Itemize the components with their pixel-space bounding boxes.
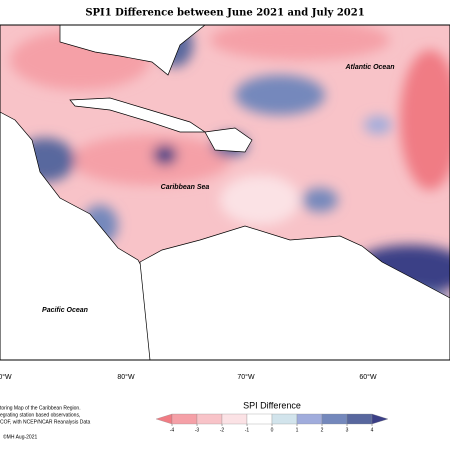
colorbar-tick-label: 3	[346, 427, 349, 433]
colorbar-extend	[371, 413, 389, 425]
colorbar-segment	[246, 413, 273, 425]
land	[0, 25, 450, 360]
legend-title: SPI Difference	[243, 400, 301, 410]
colorbar-segment	[321, 413, 348, 425]
footnote: toring Map of the Caribbean Region.	[0, 405, 81, 411]
colorbar-segment	[271, 413, 298, 425]
colorbar-segment	[346, 413, 373, 425]
lon-label: 0°W	[0, 373, 12, 381]
sea-label: Caribbean Sea	[161, 184, 210, 191]
colorbar-segment	[171, 413, 198, 425]
colorbar-tick-label: -3	[195, 427, 200, 433]
colorbar-extend	[155, 413, 173, 425]
colorbar-tick-label: 2	[321, 427, 324, 433]
colorbar-tick-label: -4	[170, 427, 175, 433]
colorbar-segment	[196, 413, 223, 425]
colorbar-tick-label: -2	[220, 427, 225, 433]
footnote: COF, with NCEP/NCAR Reanalysis Data	[0, 419, 91, 425]
colorbar-segment	[221, 413, 248, 425]
colorbar-segment	[296, 413, 323, 425]
title: SPI1 Difference between June 2021 and Ju…	[85, 8, 364, 19]
colorbar-tick-label: 4	[371, 427, 374, 433]
footnote: ©MH Aug-2021	[3, 433, 37, 440]
map-frame	[0, 24, 450, 361]
colorbar-tick-label: 0	[271, 427, 274, 433]
colorbar-tick-label: 1	[296, 427, 299, 433]
lon-label: 70°W	[237, 373, 255, 381]
lon-label: 60°W	[359, 373, 377, 381]
colorbar-tick-label: -1	[245, 427, 250, 433]
ocean-label: Atlantic Ocean	[344, 64, 394, 71]
ocean-label: Pacific Ocean	[42, 307, 88, 314]
lon-label: 80°W	[117, 373, 135, 381]
map: Atlantic Ocean Caribbean Sea Pacific Oce…	[0, 24, 450, 381]
footnote: egrating station based observations,	[0, 412, 80, 418]
